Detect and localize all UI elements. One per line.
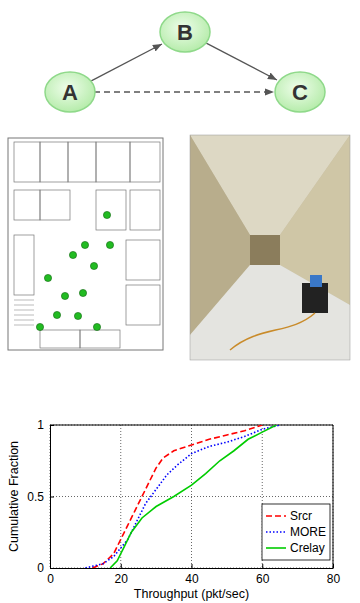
x-tick-label: 40 [185,572,199,586]
node-location [61,292,68,299]
node-label: C [292,80,308,105]
plan-stair [14,305,34,306]
node-location [53,311,60,318]
x-tick: 60 [256,564,270,586]
hallway-photo [190,135,350,360]
y-tick-label: 0 [37,561,44,575]
plan-room [126,240,160,280]
y-axis: 00.51 [27,418,54,575]
plan-room [68,142,96,182]
relay-link [206,43,277,80]
legend: Srcr MORE Crelay [262,504,330,560]
plan-stair [14,310,34,311]
node-location [103,211,110,218]
plan-room [14,235,34,295]
legend-label: Crelay [290,541,325,555]
plan-room [130,142,160,182]
photo-chair [302,283,328,313]
legend-swatch [266,531,286,533]
photo-end [250,235,280,265]
plan-room [126,285,160,325]
plan-stair [14,300,34,301]
frame-right [333,425,334,568]
x-tick-mark [262,564,263,568]
relay-link [91,44,162,81]
x-tick-label: 20 [115,572,129,586]
x-tick: 20 [115,564,129,586]
x-axis-title: Throughput (pkt/sec) [134,587,249,601]
y-tick: 0.5 [27,490,54,504]
floor-plan [8,138,163,350]
plan-room [40,190,70,220]
x-axis: 0 20 40 60 80 [47,564,340,586]
node-location [106,241,113,248]
grid-line-x [333,425,334,568]
y-axis-title: Cumulative Fraction [7,441,21,552]
x-tick-mark [192,564,193,568]
figure: ABC02040608000.51Throughput (pkt/sec)Cum… [0,0,360,603]
y-tick-mark [50,497,54,498]
node [45,72,95,112]
plan-room [130,190,160,230]
grid-line-y [50,496,333,497]
plan-stair [14,315,34,316]
plan-room [40,330,80,348]
plan-stair [14,320,34,321]
legend-label: Srcr [290,509,312,523]
x-tick-label: 0 [47,572,54,586]
grid-line-y [50,425,333,426]
series-lines [85,425,280,568]
node-location [79,289,86,296]
legend-box [262,504,330,560]
cdf-line [110,425,276,568]
plan-room [80,330,120,348]
cdf-line [92,425,262,568]
plan-outline [8,138,163,350]
node-label: B [177,20,193,45]
plan-room [96,190,126,230]
cdf-chart: 02040608000.51Throughput (pkt/sec)Cumula… [7,418,340,601]
x-tick-label: 60 [256,572,270,586]
legend-label: MORE [290,525,326,539]
x-tick-mark [121,564,122,568]
node-location [81,241,88,248]
y-tick-label: 0.5 [27,490,44,504]
cdf-line [85,425,280,568]
node-location [36,323,43,330]
direct-link [94,91,274,92]
legend-swatch [266,515,286,517]
node-location [74,312,81,319]
y-tick-mark [50,568,54,569]
plan-room [14,190,40,220]
photo-device [310,275,322,287]
node-location [93,323,100,330]
x-axis-line [51,568,334,569]
frame-top [50,425,333,426]
photo-bg [190,135,350,360]
node-location [69,251,76,258]
plan-stair [14,325,34,326]
plan-room [40,142,68,182]
plan-room [14,142,40,182]
x-tick-label: 80 [327,572,341,586]
plan-room [96,142,130,182]
photo-cables [230,313,315,350]
node-location [90,262,97,269]
legend-swatch [266,547,286,549]
node [160,12,210,52]
photo-floor [190,265,350,360]
node-label: A [62,80,78,105]
y-tick: 0 [37,561,54,575]
node [275,72,325,112]
y-tick-label: 1 [37,418,44,432]
grid [50,425,333,568]
x-tick: 40 [185,564,199,586]
relay-diagram: A B C [45,12,325,112]
x-tick: 80 [327,564,341,586]
node-location [44,274,51,281]
photo-frame [190,135,350,360]
